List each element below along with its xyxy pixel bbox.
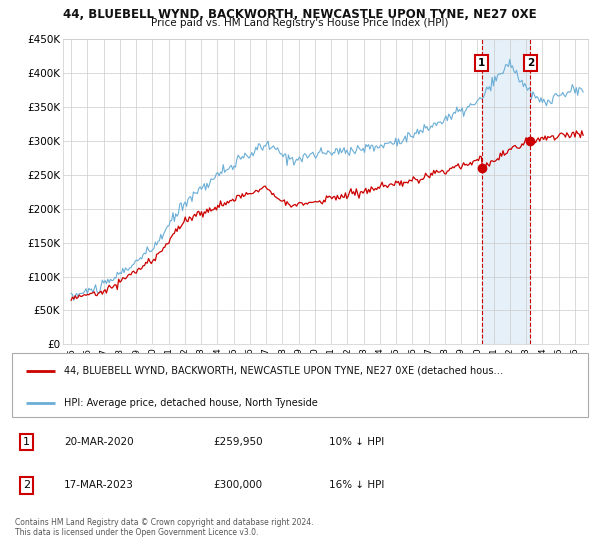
Text: 44, BLUEBELL WYND, BACKWORTH, NEWCASTLE UPON TYNE, NE27 0XE (detached hous…: 44, BLUEBELL WYND, BACKWORTH, NEWCASTLE … (64, 366, 503, 376)
Text: 10% ↓ HPI: 10% ↓ HPI (329, 437, 384, 447)
Text: 2: 2 (23, 480, 30, 491)
Text: £259,950: £259,950 (214, 437, 263, 447)
FancyBboxPatch shape (12, 353, 588, 417)
Text: 1: 1 (478, 58, 485, 68)
Text: 16% ↓ HPI: 16% ↓ HPI (329, 480, 384, 491)
Text: £300,000: £300,000 (214, 480, 263, 491)
Text: Contains HM Land Registry data © Crown copyright and database right 2024.
This d: Contains HM Land Registry data © Crown c… (15, 518, 314, 538)
Text: 1: 1 (23, 437, 30, 447)
Bar (482, 39, 530, 344)
Text: 20-MAR-2020: 20-MAR-2020 (64, 437, 133, 447)
Text: Price paid vs. HM Land Registry's House Price Index (HPI): Price paid vs. HM Land Registry's House … (151, 18, 449, 28)
Text: 2: 2 (527, 58, 534, 68)
Text: 17-MAR-2023: 17-MAR-2023 (64, 480, 134, 491)
Text: 44, BLUEBELL WYND, BACKWORTH, NEWCASTLE UPON TYNE, NE27 0XE: 44, BLUEBELL WYND, BACKWORTH, NEWCASTLE … (63, 8, 537, 21)
Text: HPI: Average price, detached house, North Tyneside: HPI: Average price, detached house, Nort… (64, 398, 317, 408)
